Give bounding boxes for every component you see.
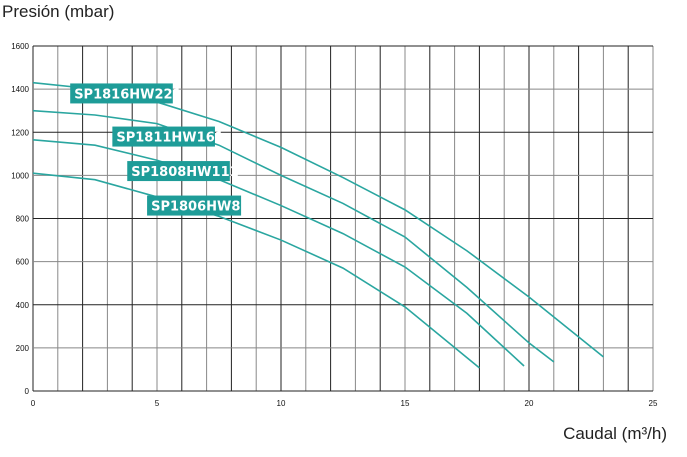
y-tick-label: 1200 bbox=[11, 128, 29, 137]
y-tick-label: 600 bbox=[16, 258, 30, 267]
x-axis-title: Caudal (m³/h) bbox=[563, 424, 667, 443]
y-tick-label: 0 bbox=[25, 387, 30, 396]
series-label: SP1816HW221 bbox=[74, 87, 181, 102]
x-tick-label: 5 bbox=[155, 399, 160, 408]
x-tick-label: 25 bbox=[649, 399, 658, 408]
series-label: SP1811HW161 bbox=[116, 131, 223, 146]
series-label: SP1806HW81 bbox=[151, 200, 249, 215]
y-tick-label: 800 bbox=[16, 215, 30, 224]
series-label-box bbox=[112, 126, 215, 147]
y-tick-label: 200 bbox=[16, 344, 30, 353]
series-line-SP1808HW111 bbox=[32, 138, 525, 367]
y-tick-label: 1000 bbox=[11, 171, 29, 180]
x-tick-label: 10 bbox=[277, 399, 286, 408]
series-label-box bbox=[127, 161, 230, 182]
y-axis-title: Presión (mbar) bbox=[2, 2, 115, 21]
y-tick-label: 1600 bbox=[11, 42, 29, 51]
x-tick-label: 15 bbox=[401, 399, 410, 408]
series-line-SP1806HW81 bbox=[32, 172, 480, 369]
series-label-box bbox=[70, 83, 173, 104]
series-label-box bbox=[147, 195, 242, 216]
series-line-SP1816HW221 bbox=[32, 81, 604, 358]
x-tick-label: 0 bbox=[31, 399, 36, 408]
series-line-SP1811HW161 bbox=[32, 109, 555, 363]
x-tick-label: 20 bbox=[525, 399, 534, 408]
y-tick-label: 1400 bbox=[11, 85, 29, 94]
series-label: SP1808HW111 bbox=[131, 165, 238, 180]
y-tick-label: 400 bbox=[16, 301, 30, 310]
